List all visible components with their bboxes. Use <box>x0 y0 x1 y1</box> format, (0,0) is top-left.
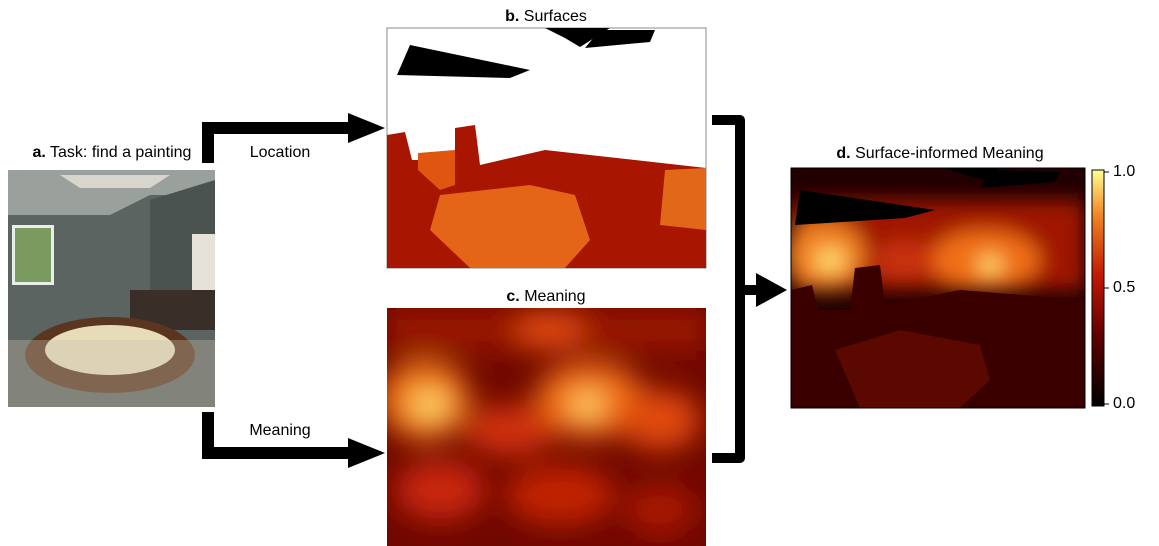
meaning-map <box>387 308 706 546</box>
panel-title: c. Meaning <box>506 288 585 305</box>
panel-title: d. Surface-informed Meaning <box>836 145 1043 162</box>
bracket <box>712 115 745 463</box>
arrow <box>202 412 350 459</box>
colorbar-tick-label: 1.0 <box>1113 163 1135 180</box>
colorbar-tick-label: 0.0 <box>1113 395 1135 412</box>
surface-map <box>386 27 707 269</box>
arrow <box>202 122 350 163</box>
panel-title: b. Surfaces <box>505 8 587 25</box>
colorbar-tick-label: 0.5 <box>1113 279 1135 296</box>
arrow-head <box>348 438 385 468</box>
arrow-head <box>348 113 385 143</box>
arrow-head <box>756 273 787 307</box>
colorbar-ticks: 1.0 0.5 0.0 <box>1104 163 1135 412</box>
arrow-label: Location <box>250 144 311 161</box>
panel-title: a. Task: find a painting <box>33 144 192 161</box>
arrow-label: Meaning <box>249 422 310 439</box>
colorbar <box>1091 169 1105 407</box>
scene-photo <box>8 170 215 407</box>
surface-meaning-map <box>791 168 1085 408</box>
